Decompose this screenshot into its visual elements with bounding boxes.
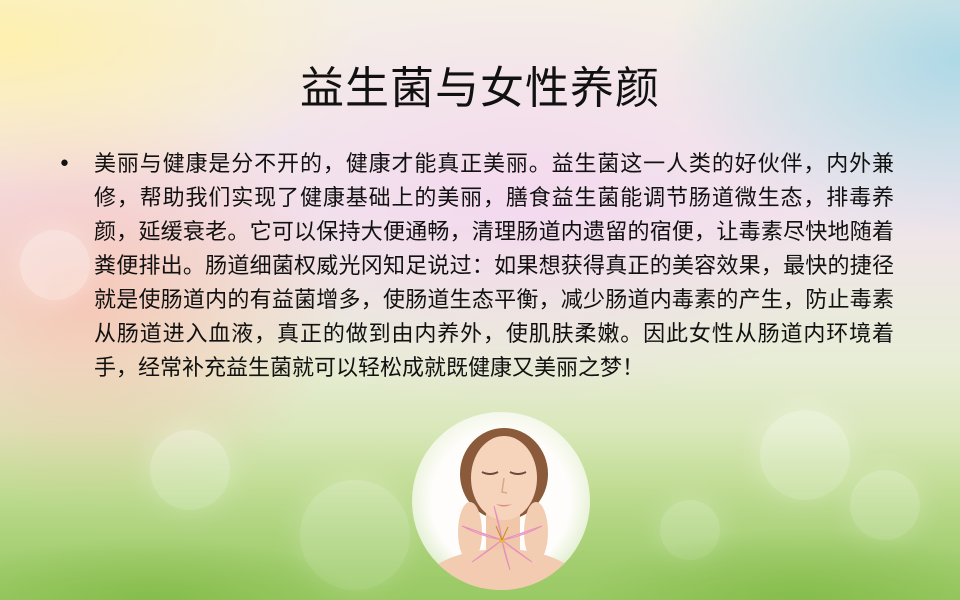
- lily-flower-icon: [461, 505, 543, 571]
- bullet-paragraph: 美丽与健康是分不开的，健康才能真正美丽。益生菌这一人类的好伙伴，内外兼修，帮助我…: [94, 152, 894, 381]
- slide-title: 益生菌与女性养颜: [300, 63, 660, 114]
- woman-face-icon: [422, 428, 582, 590]
- bullet-marker: •: [58, 152, 71, 177]
- bokeh-light: [20, 230, 90, 300]
- portrait-image: [412, 412, 590, 590]
